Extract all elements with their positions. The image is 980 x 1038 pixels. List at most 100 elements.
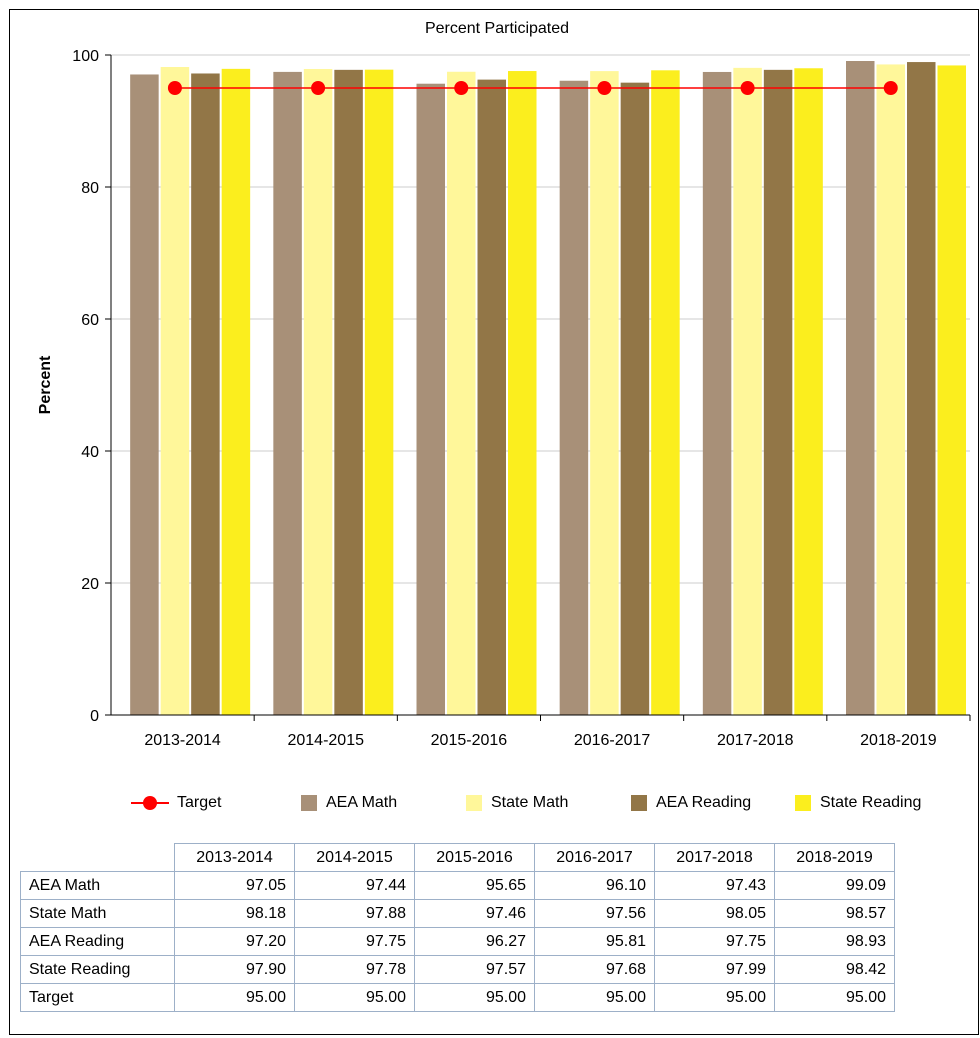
- bar-chart: Percent Participated Percent 0 20 40 60 80 10…: [37, 20, 971, 749]
- legend-item-aea-reading: AEA Reading: [631, 790, 751, 816]
- table-cell: 97.43: [654, 871, 775, 900]
- column-header: 2016-2017: [534, 843, 655, 872]
- bar-aea-reading: [907, 62, 936, 715]
- table-cell: 98.57: [774, 899, 895, 928]
- x-tick-label: 2013-2014: [144, 732, 221, 749]
- bar-aea-reading: [191, 73, 220, 716]
- target-point: [883, 81, 898, 95]
- row-header: State Reading: [20, 955, 175, 984]
- bar-aea-reading: [334, 69, 363, 716]
- bars: [130, 61, 966, 716]
- axes: 0 20 40 60 80 100 2013-2014 2014-2015 2015-2016 2…: [72, 48, 971, 749]
- table-header-row: 2013-2014 2014-2015 2015-2016 2016-2017 …: [20, 843, 895, 872]
- table-cell: 95.00: [654, 983, 775, 1012]
- table-cell: 97.20: [174, 927, 295, 956]
- legend-item-state-math: State Math: [466, 790, 568, 816]
- y-tick-label: 80: [81, 180, 99, 197]
- table-cell: 99.09: [774, 871, 895, 900]
- table-row: State Reading 97.90 97.78 97.57 97.68 97…: [20, 955, 895, 984]
- table-cell: 98.93: [774, 927, 895, 956]
- data-table: 2013-2014 2014-2015 2015-2016 2016-2017 …: [20, 843, 895, 1012]
- table-cell: 95.00: [414, 983, 535, 1012]
- table-cell: 98.42: [774, 955, 895, 984]
- table-cell: 97.99: [654, 955, 775, 984]
- table-cell: 97.78: [294, 955, 415, 984]
- table-cell: 97.75: [294, 927, 415, 956]
- table-row: Target 95.00 95.00 95.00 95.00 95.00 95.…: [20, 983, 895, 1012]
- legend-item-target: Target: [131, 790, 221, 816]
- bar-state-math: [590, 71, 619, 715]
- bar-aea-math: [702, 71, 732, 716]
- column-header: 2014-2015: [294, 843, 415, 872]
- bar-aea-reading: [477, 79, 506, 716]
- legend: Target AEA Math State Math AEA Reading S…: [0, 790, 980, 816]
- y-tick-label: 0: [90, 708, 99, 725]
- table-cell: 97.68: [534, 955, 655, 984]
- target-point: [597, 81, 612, 95]
- table-cell: 95.65: [414, 871, 535, 900]
- row-header: AEA Math: [20, 871, 175, 900]
- bar-state-math: [303, 68, 333, 715]
- table-cell: 95.00: [294, 983, 415, 1012]
- table-cell: 96.27: [414, 927, 535, 956]
- y-tick-label: 20: [81, 576, 99, 593]
- y-tick-label: 100: [72, 48, 99, 65]
- table-cell: 97.05: [174, 871, 295, 900]
- bar-state-reading: [364, 69, 394, 716]
- table-cell: 97.46: [414, 899, 535, 928]
- target-point: [167, 81, 182, 95]
- target-marker-icon: [131, 795, 169, 811]
- bar-state-reading: [651, 70, 680, 715]
- state-reading-swatch: [795, 795, 811, 811]
- chart-title: Percent Participated: [425, 20, 569, 37]
- legend-item-aea-math: AEA Math: [301, 790, 397, 816]
- legend-label: State Math: [491, 794, 569, 811]
- aea-reading-swatch: [631, 795, 647, 811]
- legend-label: AEA Reading: [656, 794, 752, 811]
- table-cell: 97.44: [294, 871, 415, 900]
- table-cell: 98.18: [174, 899, 295, 928]
- table-corner: [20, 843, 175, 872]
- x-tick-label: 2014-2015: [287, 732, 364, 749]
- column-header: 2017-2018: [654, 843, 775, 872]
- y-tick-label: 40: [81, 444, 99, 461]
- bar-aea-math: [846, 61, 875, 716]
- gridlines: [111, 54, 970, 584]
- target-point: [454, 81, 469, 95]
- y-axis-label: Percent: [37, 355, 54, 414]
- bar-aea-math: [130, 74, 159, 716]
- x-tick-label: 2015-2016: [431, 732, 508, 749]
- table-row: AEA Math 97.05 97.44 95.65 96.10 97.43 9…: [20, 871, 895, 900]
- bar-state-math: [733, 67, 762, 716]
- y-tick-label: 60: [81, 312, 99, 329]
- aea-math-swatch: [301, 795, 317, 811]
- legend-label: State Reading: [820, 794, 922, 811]
- legend-label: Target: [177, 794, 222, 811]
- target-line: [167, 81, 898, 95]
- table-row: State Math 98.18 97.88 97.46 97.56 98.05…: [20, 899, 895, 928]
- table-cell: 95.00: [534, 983, 655, 1012]
- bar-aea-reading: [620, 82, 650, 716]
- table-cell: 97.75: [654, 927, 775, 956]
- column-header: 2018-2019: [774, 843, 895, 872]
- x-tick-label: 2017-2018: [717, 732, 794, 749]
- bar-aea-math: [559, 80, 589, 716]
- table-cell: 97.57: [414, 955, 535, 984]
- table-cell: 95.00: [774, 983, 895, 1012]
- table-cell: 96.10: [534, 871, 655, 900]
- bar-state-reading: [508, 71, 537, 715]
- table-row: AEA Reading 97.20 97.75 96.27 95.81 97.7…: [20, 927, 895, 956]
- bar-state-math: [160, 67, 190, 715]
- bar-state-math: [876, 64, 905, 716]
- legend-label: AEA Math: [326, 794, 398, 811]
- column-header: 2013-2014: [174, 843, 295, 872]
- bar-state-reading: [937, 65, 966, 716]
- table-cell: 97.88: [294, 899, 415, 928]
- bar-aea-math: [416, 83, 445, 715]
- table-cell: 97.56: [534, 899, 655, 928]
- table-cell: 98.05: [654, 899, 775, 928]
- state-math-swatch: [466, 795, 482, 811]
- bar-state-math: [447, 71, 476, 716]
- bar-state-reading: [794, 68, 823, 716]
- bar-aea-reading: [763, 69, 793, 716]
